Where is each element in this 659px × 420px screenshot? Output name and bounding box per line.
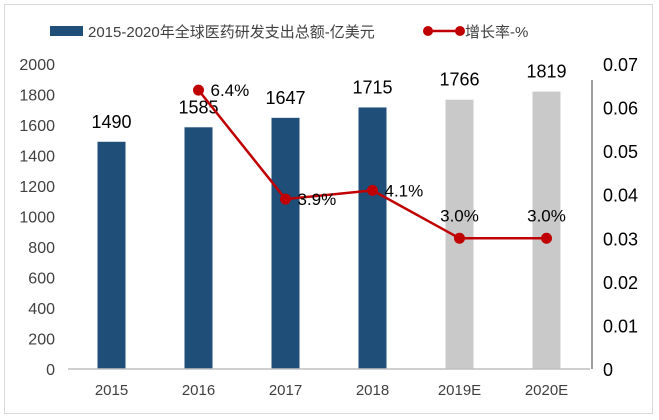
growth-point-2018: [367, 184, 378, 196]
bar-data-label: 1715: [352, 77, 392, 97]
bar-2016: [184, 127, 213, 369]
right-axis-tick: 0.06: [603, 99, 638, 119]
x-axis-tick: 2019E: [438, 382, 481, 399]
bar-2020E: [532, 91, 561, 369]
line-data-label: 3.0%: [440, 206, 479, 225]
left-axis-tick: 600: [28, 271, 55, 288]
legend-line-marker: [455, 26, 465, 36]
right-axis-tick: 0: [603, 360, 613, 380]
growth-point-2019E: [454, 232, 465, 244]
growth-point-2017: [280, 193, 291, 205]
left-axis-tick: 800: [28, 240, 55, 257]
right-axis-tick: 0.02: [603, 273, 638, 293]
growth-point-2020E: [541, 232, 552, 244]
right-axis-tick: 0.03: [603, 229, 638, 249]
right-axis-tick: 0.05: [603, 142, 638, 162]
line-data-label: 6.4%: [211, 81, 250, 100]
left-axis-tick: 1600: [19, 118, 55, 135]
growth-point-2016: [193, 84, 204, 96]
left-axis-tick: 400: [28, 301, 55, 318]
left-axis-tick: 1400: [19, 149, 55, 166]
bar-2018: [358, 107, 387, 370]
left-axis-tick: 1000: [19, 210, 55, 227]
legend-line-label: 增长率-%: [465, 24, 528, 41]
legend-bar-label: 2015-2020年全球医药研发支出总额-亿美元: [88, 23, 375, 41]
x-axis-tick: 2020E: [525, 382, 568, 399]
bar-data-label: 1647: [265, 88, 305, 108]
bar-2015: [97, 141, 126, 369]
left-axis-tick: 200: [28, 332, 55, 349]
line-data-label: 4.1%: [385, 181, 424, 200]
x-axis-tick: 2016: [182, 382, 215, 399]
legend-bar-swatch: [50, 26, 83, 36]
left-axis-tick: 0: [46, 362, 55, 379]
left-axis-tick: 1800: [19, 88, 55, 105]
left-axis-tick: 2000: [19, 57, 55, 74]
x-axis-tick: 2015: [95, 382, 128, 399]
line-data-label: 3.0%: [527, 206, 566, 225]
right-axis-tick: 0.07: [603, 55, 638, 75]
bar-data-label: 1490: [91, 112, 131, 132]
bar-data-label: 1819: [526, 62, 566, 82]
left-axis-tick: 1200: [19, 179, 55, 196]
bar-2017: [271, 117, 300, 370]
right-axis-tick: 0.04: [603, 186, 638, 206]
x-axis-tick: 2018: [356, 382, 389, 399]
chart-frame: [4, 4, 653, 414]
right-axis-tick: 0.01: [603, 316, 638, 336]
line-data-label: 3.9%: [298, 190, 337, 209]
bar-data-label: 1766: [439, 70, 479, 90]
x-axis-tick: 2017: [269, 382, 302, 399]
legend-line-marker: [423, 26, 433, 36]
